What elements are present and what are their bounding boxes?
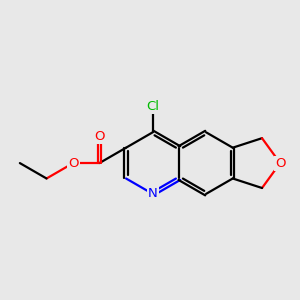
Text: N: N [148, 188, 158, 200]
Text: O: O [68, 157, 79, 169]
Text: Cl: Cl [146, 100, 159, 112]
Text: O: O [275, 157, 285, 169]
Text: O: O [94, 130, 105, 143]
